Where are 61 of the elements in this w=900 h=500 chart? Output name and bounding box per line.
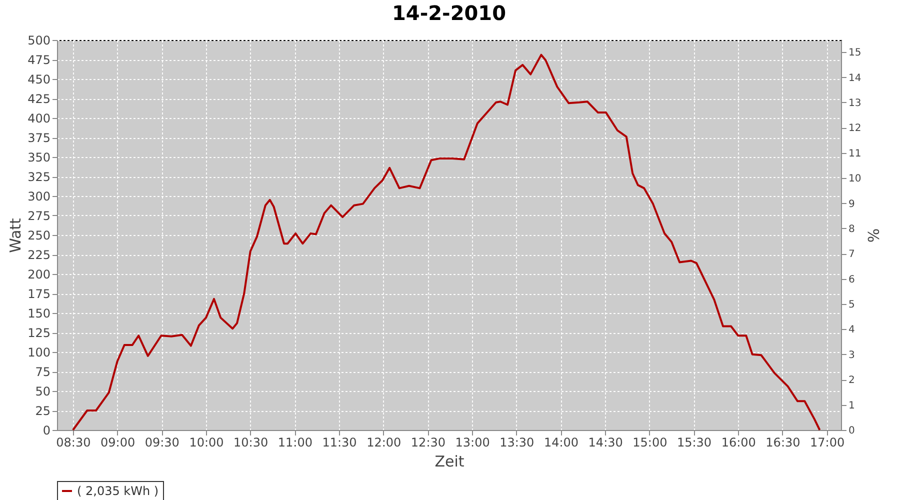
x-tick-label: 10:30 bbox=[234, 436, 268, 450]
y2-tick-label: 1 bbox=[848, 400, 855, 412]
legend-label: ( 2,035 kWh ) bbox=[77, 484, 159, 498]
x-tick-label: 13:30 bbox=[500, 436, 534, 450]
y2-tick-label: 15 bbox=[848, 48, 862, 59]
y2-tick-label: 11 bbox=[848, 148, 862, 160]
y-tick-label: 25 bbox=[35, 404, 50, 418]
y-tick-label: 500 bbox=[28, 34, 50, 48]
x-tick-label: 11:00 bbox=[278, 436, 312, 450]
x-tick-label: 10:00 bbox=[189, 436, 224, 450]
y-tick-label: 150 bbox=[28, 306, 50, 320]
y-tick-label: 100 bbox=[28, 346, 50, 360]
y2-tick-label: 3 bbox=[848, 350, 855, 361]
y-tick-label: 250 bbox=[28, 228, 50, 242]
x-tick-label: 11:30 bbox=[322, 436, 357, 450]
x-tick-label: 08:30 bbox=[56, 436, 91, 450]
x-tick-label: 17:00 bbox=[810, 436, 845, 450]
y2-tick-label: 7 bbox=[848, 249, 855, 260]
y2-tick-label: 10 bbox=[848, 174, 862, 185]
x-tick-label: 14:00 bbox=[544, 436, 579, 450]
y2-axis-title: % bbox=[864, 228, 882, 243]
y-tick-label: 175 bbox=[28, 287, 50, 301]
y-tick-label: 450 bbox=[28, 72, 50, 86]
y-tick-label: 225 bbox=[28, 248, 50, 262]
y2-tick-label: 5 bbox=[848, 300, 855, 311]
x-tick-label: 16:00 bbox=[721, 436, 756, 450]
y2-tick-label: 2 bbox=[848, 375, 855, 386]
line-series bbox=[72, 54, 821, 431]
y2-tick-label: 0 bbox=[848, 426, 855, 436]
y-tick-label: 300 bbox=[28, 190, 50, 204]
y-tick-label: 0 bbox=[42, 424, 50, 438]
y-tick-label: 475 bbox=[28, 53, 50, 67]
x-axis-title: Zeit bbox=[434, 452, 464, 470]
y2-tick-label: 9 bbox=[848, 198, 855, 210]
x-tick-label: 16:30 bbox=[766, 436, 800, 450]
y-tick-label: 75 bbox=[35, 365, 50, 379]
x-tick-label: 15:00 bbox=[632, 436, 668, 450]
x-tick-label: 15:30 bbox=[676, 436, 712, 450]
y2-tick-label: 14 bbox=[848, 72, 862, 84]
y-tick-label: 50 bbox=[35, 384, 50, 398]
y-tick-label: 400 bbox=[28, 112, 50, 126]
y-axis-title: Watt bbox=[6, 218, 25, 253]
y-tick-label: 325 bbox=[28, 170, 50, 184]
x-tick-label: 09:30 bbox=[144, 436, 180, 450]
x-tick-label: 12:30 bbox=[410, 436, 446, 450]
x-tick-label: 13:00 bbox=[455, 436, 490, 450]
x-tick-label: 12:00 bbox=[366, 436, 402, 450]
x-tick-label: 09:00 bbox=[100, 436, 136, 450]
x-tick-label: 14:30 bbox=[588, 436, 623, 450]
chart-title: 14-2-2010 bbox=[392, 1, 506, 25]
y-tick-label: 425 bbox=[28, 92, 50, 106]
y-tick-label: 375 bbox=[28, 131, 50, 145]
y-tick-label: 200 bbox=[28, 268, 50, 282]
y-tick-label: 275 bbox=[28, 209, 50, 223]
y2-tick-label: 4 bbox=[848, 324, 855, 336]
y2-tick-label: 8 bbox=[848, 224, 855, 235]
y2-tick-label: 13 bbox=[848, 98, 862, 109]
y-tick-label: 125 bbox=[28, 326, 50, 340]
y-tick-label: 350 bbox=[28, 150, 50, 164]
y2-tick-label: 6 bbox=[848, 274, 855, 286]
y2-tick-label: 12 bbox=[848, 123, 862, 134]
